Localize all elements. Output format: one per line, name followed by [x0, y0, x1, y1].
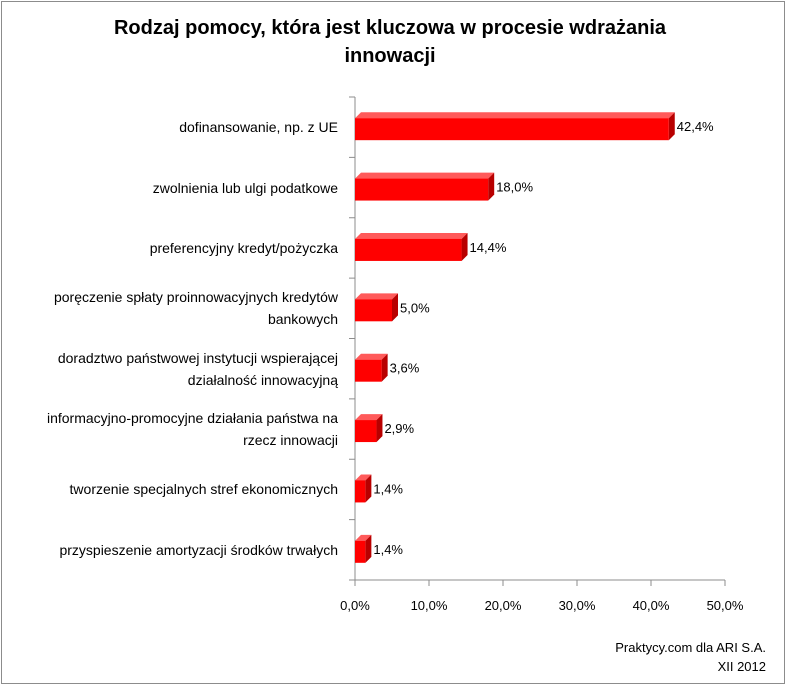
bar-side-face [461, 232, 468, 261]
bar-value-label: 1,4% [373, 481, 403, 496]
bar-side-face [488, 172, 495, 201]
bar-side-face [668, 112, 675, 141]
x-tick-label: 50,0% [707, 598, 744, 613]
bar-side-face [376, 414, 383, 443]
bar-value-label: 18,0% [496, 180, 533, 195]
bar [355, 178, 489, 201]
x-tick-label: 30,0% [559, 598, 596, 613]
bar-side-face [381, 353, 388, 382]
bar-top-face [355, 172, 495, 179]
footer-credit: Praktycy.com dla ARI S.A. [615, 640, 766, 655]
category-label: poręczenie spłaty proinnowacyjnych kredy… [8, 286, 338, 330]
bar-side-face [392, 293, 398, 322]
category-label: doradztwo państwowej instytucji wspieraj… [8, 347, 338, 391]
category-label: preferencyjny kredyt/pożyczka [8, 237, 338, 259]
x-tick-label: 40,0% [633, 598, 670, 613]
bar-top-face [355, 474, 372, 481]
footer-date: XII 2012 [717, 659, 766, 674]
bar-side-face [365, 534, 372, 563]
category-label-line: tworzenie specjalnych stref ekonomicznyc… [69, 481, 338, 498]
category-label-line: rzecz innowacji [243, 432, 338, 449]
bar [355, 540, 366, 563]
bar [355, 238, 462, 261]
bar-value-label: 42,4% [677, 119, 714, 134]
bar-top-face [355, 353, 388, 360]
bar [355, 118, 669, 141]
category-label-line: bankowych [267, 311, 338, 328]
bar-top-face [355, 293, 398, 300]
bar-value-label: 3,6% [390, 361, 420, 376]
bar-top-face [355, 414, 383, 421]
bar-value-label: 1,4% [373, 542, 403, 557]
x-tick-label: 10,0% [411, 598, 448, 613]
category-label-line: informacyjno-promocyjne działania państw… [46, 410, 338, 427]
bar-value-label: 2,9% [384, 421, 414, 436]
category-label-line: przyspieszenie amortyzacji środków trwał… [59, 541, 338, 558]
category-label: przyspieszenie amortyzacji środków trwał… [8, 539, 338, 561]
category-label-line: działalność innowacyjną [187, 371, 338, 388]
category-label-line: poręczenie spłaty proinnowacyjnych kredy… [53, 289, 338, 306]
category-label: tworzenie specjalnych stref ekonomicznyc… [8, 478, 338, 500]
bar-side-face [365, 474, 372, 503]
bar-value-label: 14,4% [470, 240, 507, 255]
x-tick-label: 20,0% [485, 598, 522, 613]
bar-top-face [355, 232, 468, 239]
bar [355, 420, 377, 443]
category-label-line: preferencyjny kredyt/pożyczka [149, 239, 338, 256]
bar [355, 299, 392, 322]
category-label-line: doradztwo państwowej instytucji wspieraj… [57, 349, 338, 366]
bar [355, 359, 382, 382]
x-tick-label: 0,0% [340, 598, 370, 613]
bar [355, 480, 366, 503]
bar-value-label: 5,0% [400, 300, 430, 315]
bar-top-face [355, 534, 372, 541]
category-label: informacyjno-promocyjne działania państw… [8, 407, 338, 451]
bar-top-face [355, 112, 675, 119]
category-label: zwolnienia lub ulgi podatkowe [8, 177, 338, 199]
category-label: dofinansowanie, np. z UE [8, 116, 338, 138]
chart-title: Rodzaj pomocy, która jest kluczowa w pro… [113, 17, 666, 67]
category-label-line: dofinansowanie, np. z UE [179, 119, 338, 136]
category-label-line: zwolnienia lub ulgi podatkowe [152, 179, 338, 196]
